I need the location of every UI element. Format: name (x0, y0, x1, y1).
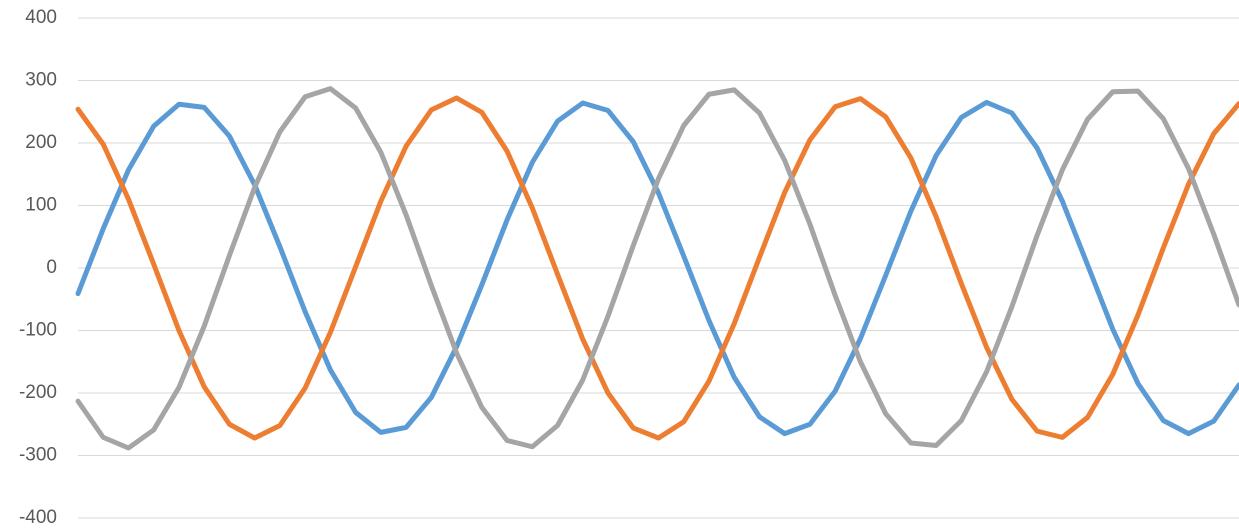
series-line (75, 95, 1239, 441)
y-tick-label: -200 (19, 382, 57, 403)
y-tick-label: 300 (25, 70, 57, 91)
y-tick-label: 0 (46, 257, 57, 278)
series-line (75, 86, 1239, 451)
y-tick-label: 100 (25, 195, 57, 216)
y-tick-label: -300 (19, 445, 57, 466)
y-tick-label: -100 (19, 320, 57, 341)
series-line (75, 99, 1239, 437)
y-tick-label: -400 (19, 507, 57, 528)
y-tick-label: 400 (25, 7, 57, 28)
y-tick-label: 200 (25, 132, 57, 153)
